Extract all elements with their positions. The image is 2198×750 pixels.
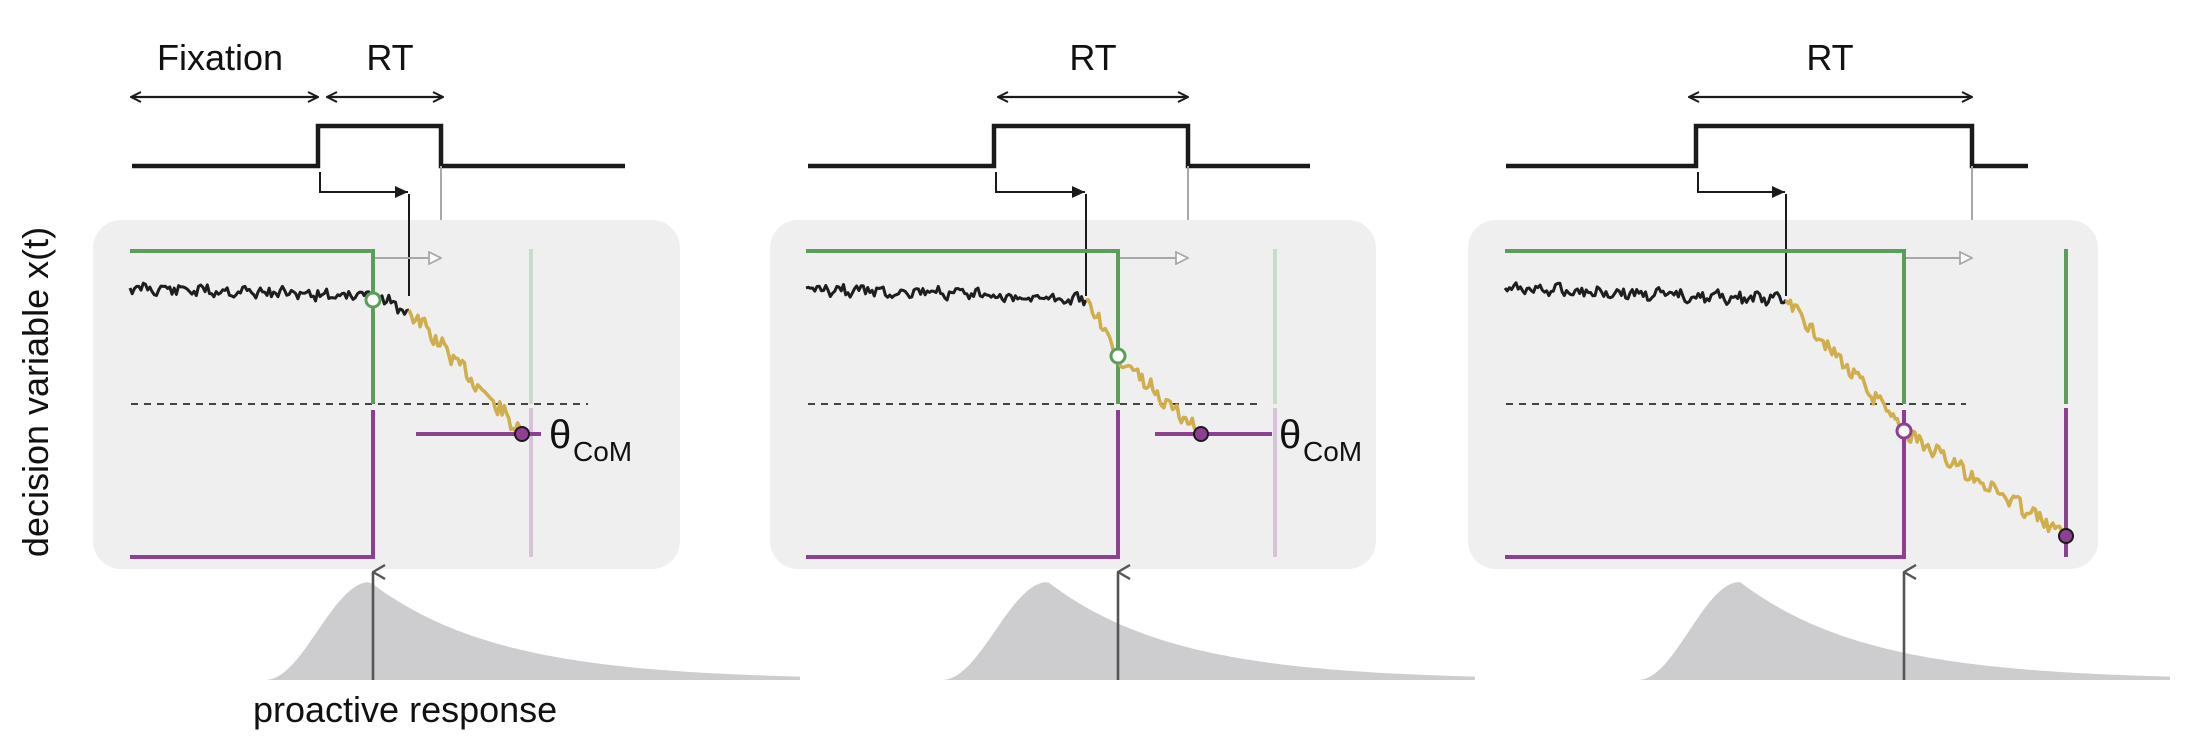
decision-trace-post <box>1903 429 2068 537</box>
stimulus-onset-delay-arrow <box>995 172 1085 198</box>
theta-com-label: θ CoM <box>1279 413 1362 467</box>
com-marker <box>1193 426 1209 442</box>
decision-trace-post <box>407 309 524 435</box>
com-marker <box>514 426 530 442</box>
decision-trace-pre <box>128 281 375 303</box>
bound-crossing-marker <box>1895 422 1913 440</box>
timing-diagram: RT <box>1506 37 2028 258</box>
decision-trace-post <box>1116 355 1202 437</box>
stimulus-onset-delay-arrow <box>319 172 408 198</box>
com-marker <box>2058 528 2074 544</box>
lower-bound-purple <box>1505 410 1906 559</box>
bound-crossing-marker <box>1109 347 1127 365</box>
rt-distribution <box>265 582 800 680</box>
stimulus-timing-line <box>132 123 625 169</box>
rt-label: RT <box>1069 37 1116 78</box>
decision-trace-delay <box>1085 297 1120 361</box>
stimulus-onset-delay-arrow <box>1697 172 1785 198</box>
stimulus-timing-line <box>1506 123 2028 169</box>
panel-3: RT <box>1468 37 2170 680</box>
rt-distribution <box>1638 582 2170 680</box>
panel-background <box>93 220 680 569</box>
theta-subscript: CoM <box>573 436 632 467</box>
panel-background <box>1468 220 2098 569</box>
y-axis-label: decision variable x(t) <box>15 227 56 557</box>
upper-bound-green <box>130 249 375 404</box>
proactive-response-label: proactive response <box>253 689 557 730</box>
timing-diagram: RT <box>808 37 1310 258</box>
lower-bound-purple <box>806 410 1120 559</box>
decision-trace-pre <box>805 283 1088 307</box>
theta-symbol: θ <box>1279 413 1301 457</box>
bound-crossing-marker <box>364 291 382 309</box>
upper-bound-green <box>1505 249 1906 404</box>
rt-label: RT <box>1806 37 1853 78</box>
rt-distribution <box>942 582 1475 680</box>
lower-bound-purple <box>130 410 375 559</box>
panel-2: RT θ CoM <box>770 37 1475 680</box>
stimulus-timing-line <box>808 123 1310 169</box>
theta-subscript: CoM <box>1303 436 1362 467</box>
panel-background <box>770 220 1376 569</box>
rt-label: RT <box>366 37 413 78</box>
panel-1: Fixation RT θ CoM proactive response <box>93 37 800 730</box>
timing-diagram: Fixation RT <box>131 37 625 258</box>
decision-trace-pre <box>1503 281 1788 307</box>
theta-symbol: θ <box>549 413 571 457</box>
decision-trace-delay <box>1784 298 1906 432</box>
theta-com-label: θ CoM <box>549 413 632 467</box>
fixation-label: Fixation <box>157 37 283 78</box>
